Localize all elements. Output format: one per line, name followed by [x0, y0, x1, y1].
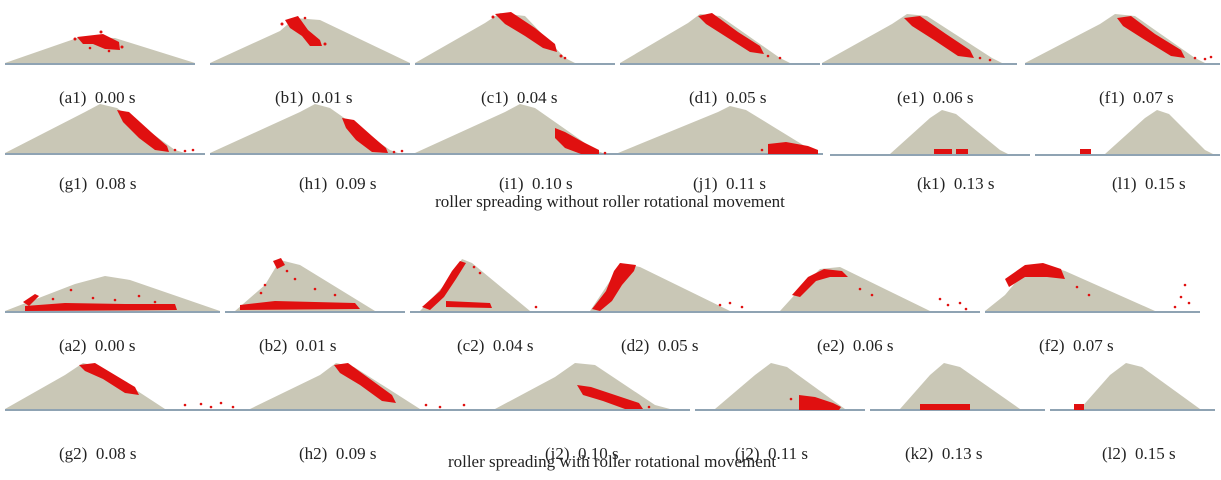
caption-a2: (a2) 0.00 s [42, 320, 136, 371]
panel-time: 0.11 s [726, 174, 767, 193]
panel-time: 0.13 s [941, 444, 983, 463]
panel-time: 0.13 s [953, 174, 995, 193]
panel-label: (d2) [621, 336, 650, 355]
panel-e1-image [822, 14, 1017, 65]
panel-b2-image [225, 258, 405, 313]
panel-f2-image [985, 263, 1200, 313]
panel-c2-image [410, 259, 580, 313]
caption-e1: (e1) 0.06 s [880, 72, 974, 123]
caption-j1: (j1) 0.11 s [676, 158, 766, 209]
panel-g1-image [5, 104, 205, 155]
caption-k2: (k2) 0.13 s [888, 428, 982, 479]
panel-time: 0.05 s [657, 336, 699, 355]
panel-a1-image [5, 30, 195, 65]
panel-k1-image [830, 110, 1030, 156]
group-title-with-rotation: roller spreading with roller rotational … [447, 452, 777, 471]
panel-time: 0.10 s [578, 444, 619, 463]
caption-b2: (b2) 0.01 s [242, 320, 336, 371]
caption-i2: (i2) 0.10 s [528, 428, 619, 479]
caption-l2: (l2) 0.15 s [1085, 428, 1176, 479]
panel-label: (j1) [693, 174, 718, 193]
panel-label: (c2) [457, 336, 485, 355]
panel-time: 0.04 s [492, 336, 534, 355]
panel-time: 0.10 s [532, 174, 573, 193]
caption-h2: (h2) 0.09 s [282, 428, 376, 479]
panel-label: (g1) [59, 174, 88, 193]
panel-label: (j2) [735, 444, 760, 463]
panel-e2-image [770, 267, 980, 313]
panel-label: (k1) [917, 174, 946, 193]
caption-l1: (l1) 0.15 s [1095, 158, 1186, 209]
panel-j2-image [695, 363, 865, 411]
panel-label: (a2) [59, 336, 87, 355]
panel-j1-image [618, 106, 823, 155]
panel-i2-image [495, 363, 690, 411]
panel-label: (e2) [817, 336, 845, 355]
caption-h1: (h1) 0.09 s [282, 158, 376, 209]
caption-i1: (i1) 0.10 s [482, 158, 573, 209]
panel-time: 0.01 s [295, 336, 337, 355]
panel-time: 0.00 s [94, 336, 136, 355]
panel-time: 0.11 s [768, 444, 809, 463]
caption-e2: (e2) 0.06 s [800, 320, 894, 371]
caption-k1: (k1) 0.13 s [900, 158, 994, 209]
caption-b1: (b1) 0.01 s [258, 72, 352, 123]
caption-d1: (d1) 0.05 s [672, 72, 766, 123]
panel-g2-image [5, 363, 250, 411]
caption-g1: (g1) 0.08 s [42, 158, 136, 209]
panel-label: (b1) [275, 88, 304, 107]
panel-time: 0.07 s [1132, 88, 1174, 107]
panel-time: 0.09 s [335, 174, 377, 193]
panel-label: (h2) [299, 444, 328, 463]
panel-time: 0.08 s [95, 174, 137, 193]
caption-f2: (f2) 0.07 s [1022, 320, 1114, 371]
panel-time: 0.04 s [516, 88, 558, 107]
caption-c2: (c2) 0.04 s [440, 320, 534, 371]
panel-time: 0.05 s [725, 88, 767, 107]
panel-d2-image [580, 263, 770, 313]
panel-time: 0.06 s [852, 336, 894, 355]
panel-label: (i1) [499, 174, 524, 193]
panel-b1-image [210, 16, 410, 65]
panel-k2-image [870, 363, 1045, 411]
panel-time: 0.07 s [1072, 336, 1114, 355]
panel-label: (i2) [545, 444, 570, 463]
panel-label: (l2) [1102, 444, 1127, 463]
caption-a1: (a1) 0.00 s [42, 72, 136, 123]
panel-time: 0.09 s [335, 444, 377, 463]
panel-time: 0.00 s [94, 88, 136, 107]
panel-c1-image [415, 12, 615, 65]
panel-l2-image [1050, 363, 1215, 411]
panel-f1-image [1025, 14, 1220, 65]
panel-label: (k2) [905, 444, 934, 463]
panel-time: 0.06 s [932, 88, 974, 107]
caption-g2: (g2) 0.08 s [42, 428, 136, 479]
panel-time: 0.15 s [1145, 174, 1186, 193]
panel-time: 0.15 s [1135, 444, 1176, 463]
panel-h1-image [210, 104, 415, 155]
panel-label: (h1) [299, 174, 328, 193]
panel-label: (f1) [1099, 88, 1125, 107]
panel-label: (d1) [689, 88, 718, 107]
caption-d2: (d2) 0.05 s [604, 320, 698, 371]
panel-l1-image [1035, 110, 1220, 156]
panel-label: (l1) [1112, 174, 1137, 193]
panel-d1-image [620, 13, 820, 65]
panel-time: 0.08 s [95, 444, 137, 463]
panel-h2-image [250, 363, 495, 411]
caption-j2: (j2) 0.11 s [718, 428, 808, 479]
caption-c1: (c1) 0.04 s [464, 72, 558, 123]
caption-f1: (f1) 0.07 s [1082, 72, 1174, 123]
panel-label: (a1) [59, 88, 87, 107]
group-title-without-rotation: roller spreading without roller rotation… [435, 192, 785, 211]
panel-time: 0.01 s [311, 88, 353, 107]
panel-label: (c1) [481, 88, 509, 107]
panel-label: (g2) [59, 444, 88, 463]
panel-i1-image [415, 104, 620, 155]
panel-label: (e1) [897, 88, 925, 107]
panel-label: (b2) [259, 336, 288, 355]
panel-label: (f2) [1039, 336, 1065, 355]
panel-a2-image [5, 276, 220, 313]
